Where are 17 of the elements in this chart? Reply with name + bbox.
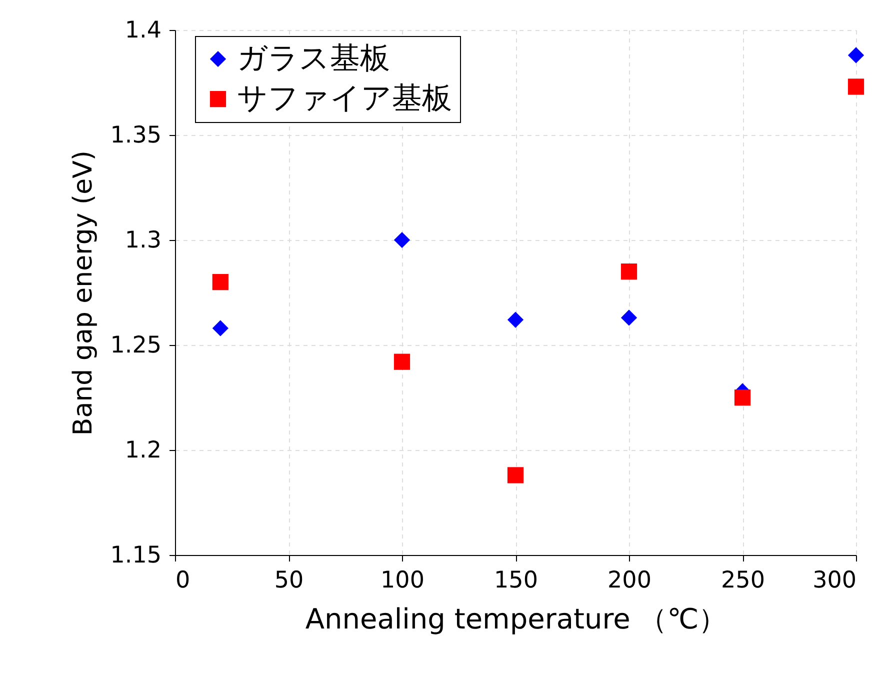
- legend-label: ガラス基板: [237, 41, 390, 76]
- legend-label: サファイア基板: [237, 81, 452, 116]
- x-tick-label: 300: [812, 568, 856, 594]
- x-tick-label: 150: [494, 568, 538, 594]
- y-tick-label: 1.3: [124, 228, 162, 254]
- x-tick-label: 200: [608, 568, 652, 594]
- x-tick-label: 250: [721, 568, 765, 594]
- y-tick-label: 1.25: [110, 332, 162, 358]
- y-axis-title: Band gap energy (eV): [68, 150, 98, 436]
- x-axis-title: Annealing temperature （℃）: [305, 602, 727, 636]
- x-tick-label: 0: [176, 568, 190, 594]
- y-tick-label: 1.2: [124, 438, 162, 464]
- x-tick-label: 50: [274, 568, 304, 594]
- y-tick-label: 1.15: [110, 542, 162, 568]
- x-tick-label: 100: [380, 568, 424, 594]
- y-tick-label: 1.4: [124, 18, 162, 44]
- y-tick-label: 1.35: [110, 122, 162, 148]
